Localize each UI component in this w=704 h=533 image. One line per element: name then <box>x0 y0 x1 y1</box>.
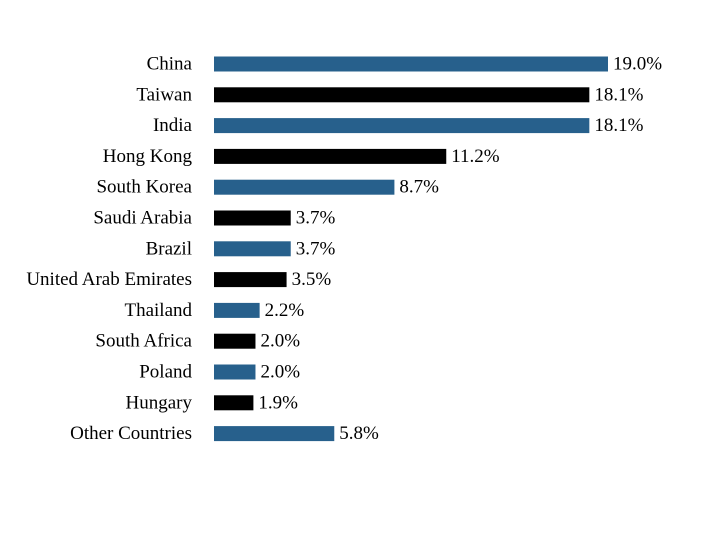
bar <box>214 210 291 226</box>
data-label: 8.7% <box>399 177 439 198</box>
category-label: Taiwan <box>136 84 192 105</box>
category-label: Poland <box>139 362 192 383</box>
bar <box>214 364 256 380</box>
category-label: Hungary <box>126 392 193 413</box>
bar <box>214 179 395 195</box>
bar <box>214 241 291 257</box>
bar <box>214 302 260 318</box>
bar <box>214 333 256 349</box>
category-label: Other Countries <box>70 423 192 444</box>
bar <box>214 56 608 72</box>
data-label: 1.9% <box>258 392 298 413</box>
bar <box>214 426 335 442</box>
data-label: 3.7% <box>296 208 336 229</box>
data-label: 11.2% <box>451 146 500 167</box>
category-label: Saudi Arabia <box>93 208 192 229</box>
data-label: 19.0% <box>613 54 662 75</box>
data-labels: 19.0% 18.1% 18.1% 11.2% 8.7% 3.7% 3.7% 3.5% 2.2%… <box>258 54 662 445</box>
category-label: China <box>147 54 193 75</box>
bar <box>214 87 590 103</box>
category-labels: China Taiwan India Hong Kong South Korea Saud… <box>26 54 192 445</box>
bar <box>214 272 287 288</box>
category-label: Thailand <box>124 300 192 321</box>
data-label: 18.1% <box>594 115 643 136</box>
data-label: 2.0% <box>260 362 300 383</box>
bar <box>214 395 254 411</box>
data-label: 3.5% <box>292 269 332 290</box>
category-label: United Arab Emirates <box>26 269 192 290</box>
category-label: Brazil <box>146 238 192 259</box>
data-label: 5.8% <box>339 423 379 444</box>
data-label: 18.1% <box>594 84 643 105</box>
data-label: 2.2% <box>265 300 305 321</box>
bar <box>214 118 590 134</box>
category-label: Hong Kong <box>103 146 193 167</box>
data-label: 2.0% <box>260 331 300 352</box>
bars <box>214 56 608 442</box>
data-label: 3.7% <box>296 238 336 259</box>
category-label: South Korea <box>96 177 192 198</box>
category-label: India <box>153 115 193 136</box>
bar <box>214 148 447 164</box>
category-label: South Africa <box>95 331 192 352</box>
